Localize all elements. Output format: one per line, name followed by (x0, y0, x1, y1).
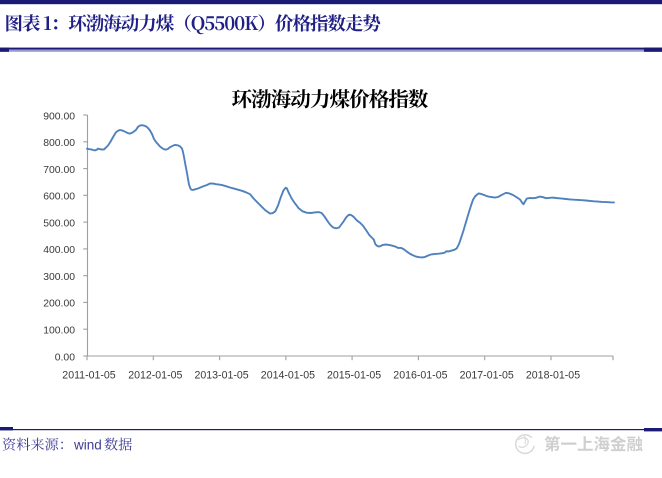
svg-text:2018-01-05: 2018-01-05 (526, 370, 580, 382)
svg-text:2017-01-05: 2017-01-05 (460, 370, 514, 382)
svg-text:700.00: 700.00 (43, 165, 75, 176)
svg-text:0.00: 0.00 (55, 352, 75, 363)
svg-text:2012-01-05: 2012-01-05 (128, 370, 182, 382)
svg-text:wind: wind (73, 438, 102, 453)
svg-text:2011-01-05: 2011-01-05 (62, 370, 116, 382)
svg-text:500.00: 500.00 (43, 218, 75, 229)
svg-text:2014-01-05: 2014-01-05 (261, 370, 315, 382)
svg-text:100.00: 100.00 (43, 326, 75, 337)
svg-text:200.00: 200.00 (43, 299, 75, 310)
svg-text:600.00: 600.00 (43, 192, 75, 203)
svg-text:800.00: 800.00 (43, 138, 75, 149)
svg-text:2016-01-05: 2016-01-05 (393, 370, 447, 382)
svg-text:400.00: 400.00 (43, 245, 75, 256)
svg-text:900.00: 900.00 (43, 111, 75, 122)
svg-text:2015-01-05: 2015-01-05 (327, 370, 381, 382)
svg-text:300.00: 300.00 (43, 272, 75, 283)
svg-text:2013-01-05: 2013-01-05 (194, 370, 248, 382)
